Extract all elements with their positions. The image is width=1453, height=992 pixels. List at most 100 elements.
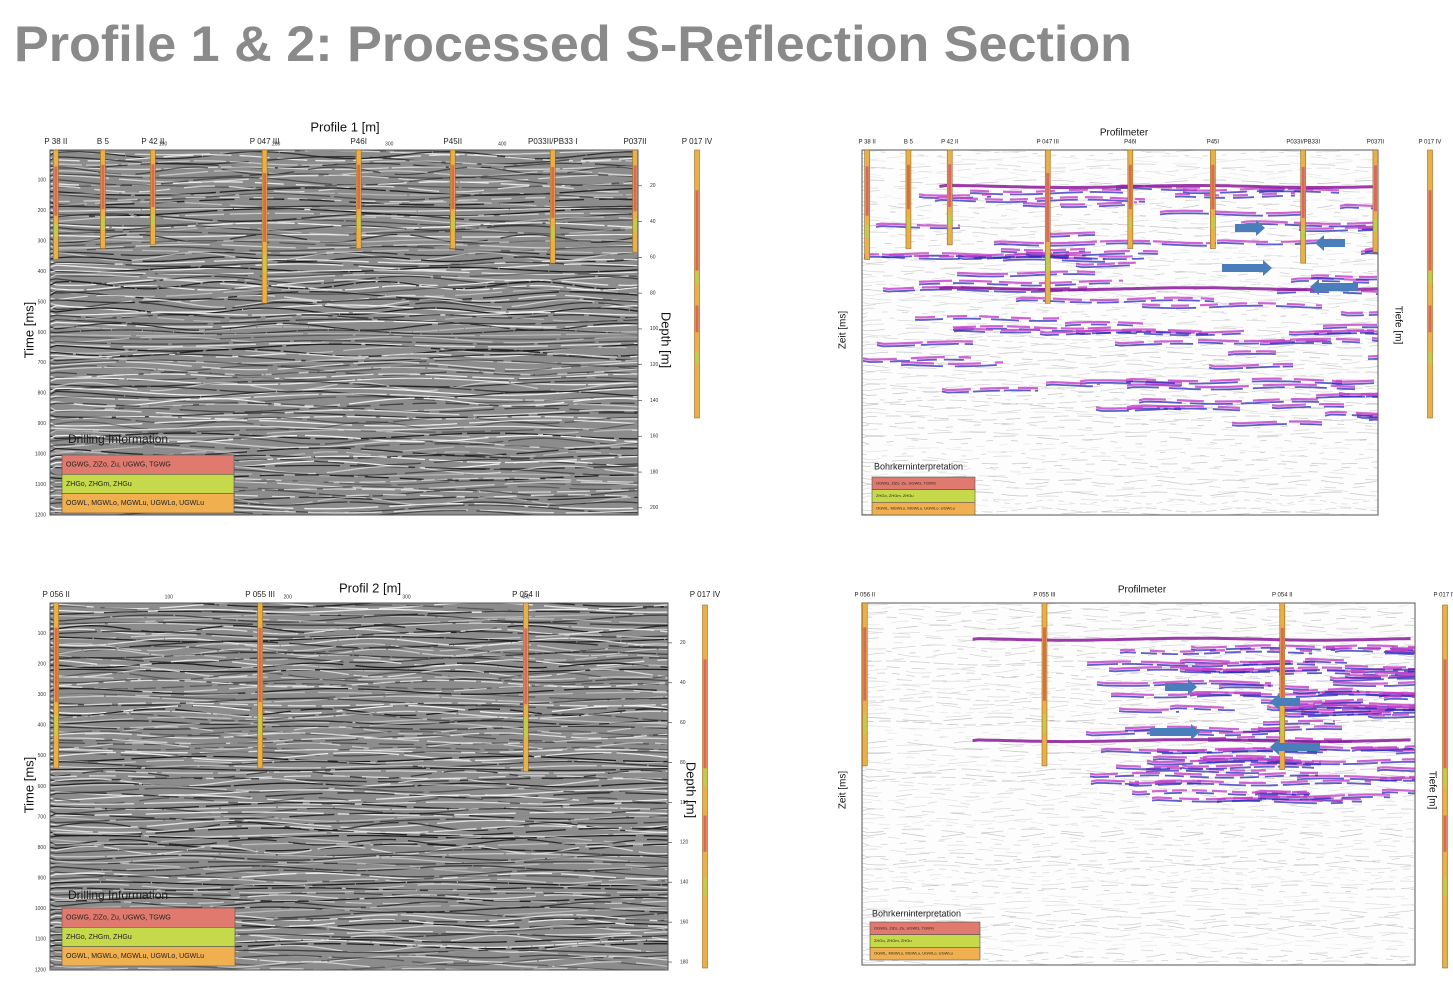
reflector-blue [1296,777,1415,782]
legend-item: ZHGo, ZHGm, ZHGu [66,481,132,488]
reflector [50,166,638,171]
reflector [50,637,668,647]
reflector [50,628,668,635]
axis-title: Profil 2 [m] [339,580,401,595]
reflector-magenta [1313,329,1374,334]
noise [862,852,1415,858]
reflector-blue [876,343,974,348]
reflector [50,687,668,695]
y2-axis-label: Tiefe [m] [1392,306,1403,345]
well-label: P 42 II [141,137,164,146]
reflector-magenta [1000,247,1086,252]
well-label: P 047 III [1037,140,1060,146]
y-tick-label: 100 [38,631,47,637]
well-label: P 055 III [1033,593,1056,599]
reflector [50,896,668,902]
reflector [50,678,668,684]
reflector-blue [862,358,972,363]
reflector-magenta [1128,780,1201,785]
noise [862,243,1378,249]
reflector-blue [1046,234,1096,238]
noise [862,724,1415,730]
reflector [50,332,638,337]
noise [862,371,1378,377]
well-label: P033II/PB33 I [528,137,577,146]
reflector-magenta [918,279,1123,285]
reflector-blue [1266,760,1415,766]
reflector-magenta [914,315,1060,320]
noise [862,668,1415,674]
reflector-magenta [1096,679,1272,685]
outside-well-segment [703,659,707,769]
reflector-blue [1332,683,1415,687]
reflector-blue [953,329,1045,334]
reflector-blue [1367,715,1415,719]
reflector [50,769,668,780]
reflector [50,353,638,363]
reflector-blue [1115,767,1183,771]
reflector-magenta [1231,420,1323,425]
reflector [50,251,638,262]
reflector-blue [1367,357,1378,360]
reflector [50,794,668,802]
noise [862,447,1378,453]
reflector-blue [875,225,961,230]
noise [862,355,1378,361]
reflector-magenta [1310,274,1378,279]
reflector [50,419,638,427]
reflector-blue [1141,304,1323,309]
noise [862,820,1415,826]
reflector-blue [882,288,1088,293]
reflector [50,746,668,751]
reflector [50,862,668,869]
reflector-magenta [1169,704,1237,709]
reflector-magenta [1367,355,1378,358]
y2-tick-label: 40 [680,680,686,686]
reflector-magenta [1240,220,1378,225]
legend-item: OGWG, ZiZo, Zu, UGWG, TGWG [874,925,934,930]
reflector-magenta [941,386,1039,392]
reflector [50,258,638,265]
y2-tick-label: 40 [650,219,656,225]
reflector-magenta [1383,695,1415,699]
section-frame [49,149,639,516]
reflector-magenta [1298,225,1378,230]
reflector [50,737,668,745]
reflector-blue [1151,798,1363,803]
noise [862,712,1415,718]
noise [862,716,1415,722]
x-tick-label: 300 [402,594,411,600]
reflector [50,205,638,210]
noise [862,672,1415,678]
y2-tick-label: 180 [650,469,659,475]
noise [862,267,1378,273]
reflector [50,207,638,212]
noise [862,411,1378,417]
reflector-blue [1181,765,1315,770]
reflector-magenta [1391,646,1415,650]
legend-item: OGWL, MGWLo, MGWLu, UGWLo, UGWLu [874,951,953,956]
well-segment [357,217,361,229]
reflector-blue [1114,342,1194,347]
reflector [50,428,638,433]
reflector [50,634,668,640]
well-segment [54,715,58,736]
reflector-blue [1322,326,1378,330]
reflector-blue [1324,413,1378,418]
noise [862,832,1415,838]
reflector-blue [1379,778,1415,782]
reflector [50,342,638,348]
reflector-magenta [1039,329,1245,334]
reflector-magenta [1266,704,1415,709]
reflector-magenta [1340,310,1378,315]
reflector [50,732,668,739]
reflector [50,621,668,626]
reflector-magenta [1367,712,1415,717]
reflector [50,170,638,177]
reflector-magenta [1126,383,1356,389]
y-tick-label: 1100 [35,937,46,943]
reflector [50,889,668,894]
reflector-magenta [1089,771,1318,777]
well-segment [151,164,155,207]
reflector-magenta [1371,336,1378,340]
